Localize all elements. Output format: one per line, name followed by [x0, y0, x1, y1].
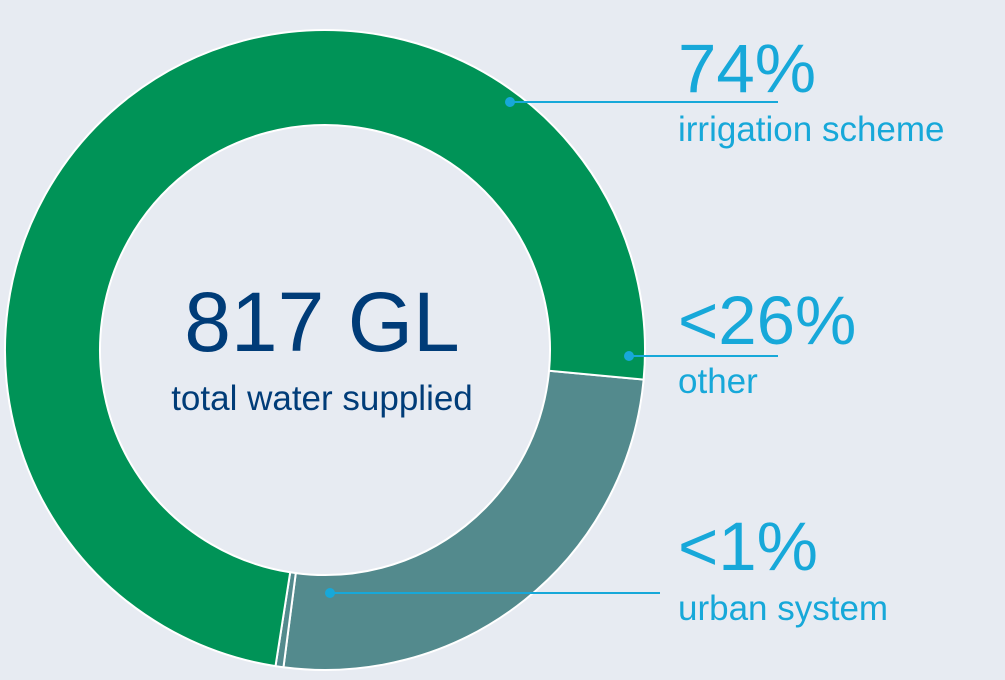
irrigation-leader-dot — [505, 97, 515, 107]
urban-category-label: urban system — [678, 589, 889, 628]
irrigation-category-label: irrigation scheme — [678, 110, 945, 149]
center-total-label: total water supplied — [171, 379, 473, 418]
urban-percent-label: <1% — [678, 508, 819, 585]
other-percent-label: <26% — [678, 282, 857, 359]
urban-leader-dot — [325, 588, 335, 598]
other-slice — [282, 369, 645, 671]
other-leader-dot — [624, 351, 634, 361]
center-total-value: 817 GL — [184, 275, 460, 369]
irrigation-slice — [4, 29, 646, 668]
other-category-label: other — [678, 362, 758, 401]
irrigation-percent-label: 74% — [678, 30, 817, 107]
